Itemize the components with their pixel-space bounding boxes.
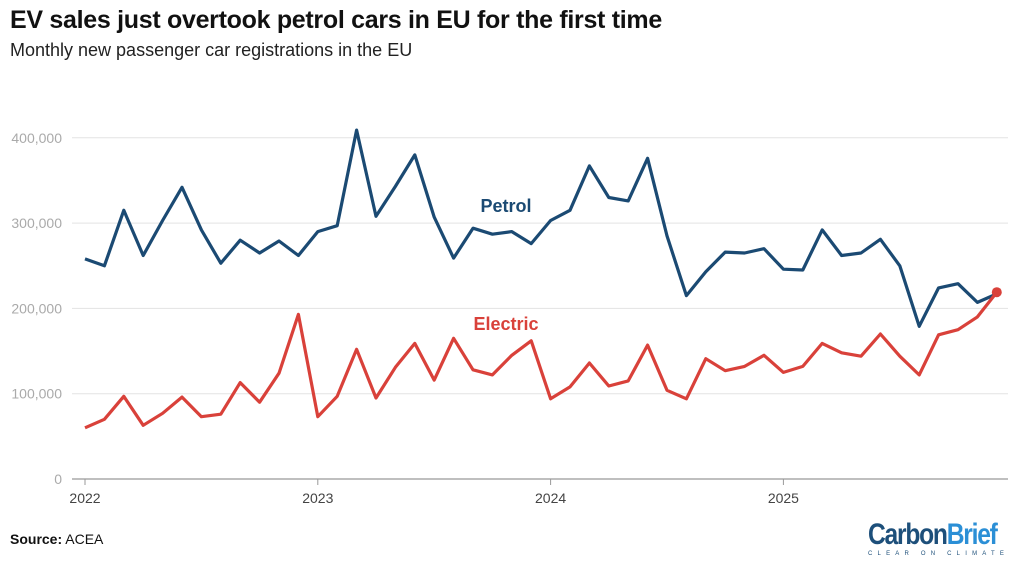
series-label-electric: Electric: [473, 314, 538, 334]
logo-text-brief: Brief: [946, 518, 998, 551]
series-label-petrol: Petrol: [480, 196, 531, 216]
logo-tagline: CLEAR ON CLIMATE: [868, 551, 1010, 557]
y-axis-ticks: 0 100,000 200,000 300,000 400,000: [11, 130, 62, 487]
x-tick-label: 2023: [302, 490, 333, 506]
source-note: Source: ACEA: [10, 531, 103, 547]
y-tick-label: 300,000: [11, 215, 62, 231]
carbon-brief-logo: CarbonBrief CLEAR ON CLIMATE: [868, 518, 1014, 558]
latest-electric-point-marker: [991, 287, 1002, 298]
x-tick-label: 2024: [535, 490, 566, 506]
x-tick-label: 2022: [69, 490, 100, 506]
chart-title: EV sales just overtook petrol cars in EU…: [10, 6, 662, 34]
x-axis-ticks: 2022 2023 2024 2025: [69, 479, 799, 506]
logo-text-carbon: Carbon: [868, 518, 948, 551]
gridlines: [72, 137, 1008, 480]
y-tick-label: 200,000: [11, 300, 62, 316]
y-tick-label: 100,000: [11, 386, 62, 402]
series-line-petrol: [84, 128, 998, 328]
chart-subtitle: Monthly new passenger car registrations …: [10, 40, 413, 60]
y-tick-label: 400,000: [11, 130, 62, 146]
x-tick-label: 2025: [768, 490, 799, 506]
source-value: ACEA: [65, 531, 104, 547]
series-line-electric: [84, 291, 999, 430]
source-label: Source:: [10, 531, 63, 547]
y-tick-label: 0: [54, 471, 62, 487]
series-lines: [84, 128, 1002, 430]
